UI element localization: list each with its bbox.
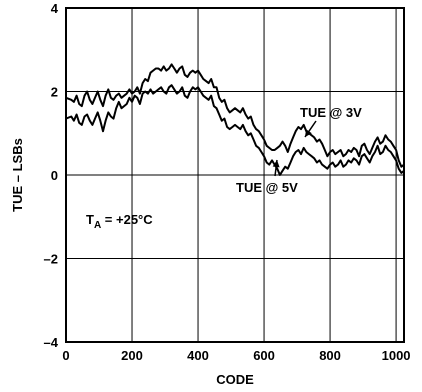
series-lines (65, 63, 405, 176)
x-tick-labels: 0 200 400 600 800 1000 (62, 348, 410, 363)
x-tick-label: 200 (121, 348, 143, 363)
series-label-3v: TUE @ 3V (300, 105, 362, 120)
temperature-annotation-subscript: A (94, 220, 101, 231)
y-tick-label: 0 (51, 168, 58, 183)
series-label-5v: TUE @ 5V (236, 180, 298, 195)
x-tick-label: 400 (187, 348, 209, 363)
series-line-5v (65, 84, 405, 176)
y-tick-label: –2 (44, 252, 58, 267)
plot-frame (65, 7, 405, 343)
x-axis-label: CODE (216, 372, 254, 387)
x-tick-label: 1000 (382, 348, 411, 363)
x-tick-label: 600 (253, 348, 275, 363)
y-tick-labels: 4 2 0 –2 –4 (44, 1, 59, 350)
x-tick-label: 800 (319, 348, 341, 363)
annotation-arrows (272, 120, 317, 177)
series-line-3v (65, 63, 405, 168)
y-tick-label: 2 (51, 85, 58, 100)
x-tick-label: 0 (62, 348, 69, 363)
y-tick-label: –4 (44, 335, 59, 350)
temperature-annotation-value: = +25°C (101, 212, 153, 227)
temperature-annotation-prefix: T (86, 212, 94, 227)
grid-lines (66, 8, 404, 342)
y-tick-label: 4 (51, 1, 59, 16)
temperature-annotation: TA = +25°C (86, 212, 153, 231)
arrow-3v-head (305, 129, 312, 137)
arrow-5v-head (272, 160, 280, 168)
y-axis-label: TUE – LSBs (10, 138, 25, 212)
